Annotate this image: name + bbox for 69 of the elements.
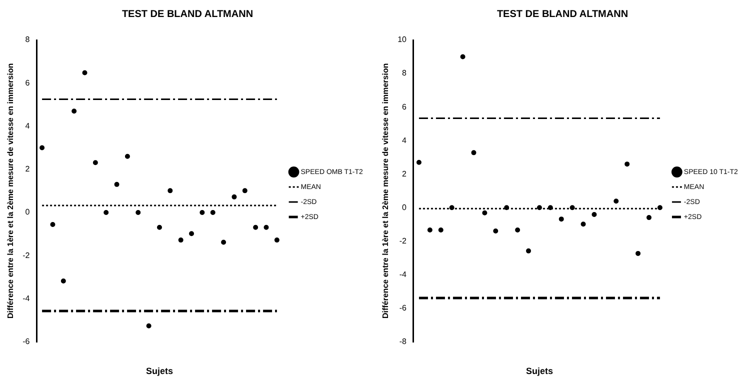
- point: [570, 205, 575, 210]
- point: [548, 205, 553, 210]
- point: [232, 194, 237, 200]
- point: [624, 162, 630, 167]
- point: [580, 222, 586, 227]
- point: [646, 215, 652, 220]
- point: [82, 70, 88, 76]
- point: [253, 224, 258, 230]
- point: [168, 188, 173, 194]
- point: [504, 205, 510, 210]
- point: [493, 228, 498, 234]
- point: [114, 182, 120, 187]
- point: [460, 54, 466, 60]
- y-tick-label: 6: [25, 78, 30, 88]
- point: [515, 227, 520, 232]
- point: [482, 210, 488, 216]
- point: [136, 210, 141, 215]
- point: [72, 108, 77, 114]
- y-axis-title: Différence entre la 1ère et la 2ème mesure de vitesse en immersion: [6, 63, 16, 319]
- point: [178, 238, 184, 243]
- point: [124, 154, 130, 159]
- point: [50, 222, 56, 228]
- point: [264, 224, 269, 230]
- point: [471, 150, 476, 156]
- point: [92, 160, 98, 166]
- point: [614, 198, 619, 204]
- y-tick-label: 2: [402, 169, 408, 178]
- y-tick-label: 6: [402, 102, 408, 112]
- point: [156, 224, 162, 230]
- chart-title: TEST DE BLAND ALTMANN: [496, 8, 628, 20]
- y-tick-label: 8: [25, 35, 30, 44]
- y-tick-label: 0: [402, 202, 408, 212]
- point: [200, 210, 205, 215]
- point: [416, 160, 422, 165]
- y-tick-label: 10: [398, 35, 408, 44]
- y-tick-label: -4: [22, 294, 30, 303]
- point: [449, 205, 454, 210]
- y-tick-label: 2: [25, 164, 30, 174]
- point: [558, 216, 564, 222]
- point: [242, 188, 248, 194]
- y-tick-label: 0: [25, 208, 30, 217]
- point: [60, 278, 66, 284]
- y-tick-label: 8: [402, 68, 408, 78]
- point: [221, 240, 226, 245]
- y-tick-label: -6: [22, 337, 30, 346]
- chart-title: TEST DE BLAND ALTMANN: [122, 8, 254, 20]
- point: [146, 323, 152, 328]
- y-tick-label: -2: [399, 236, 408, 246]
- point: [210, 210, 216, 215]
- y-axis-title: Différence entre la 1ère et la 2ème mesure de vitesse en immersion: [381, 63, 390, 319]
- y-tick-label: -4: [399, 270, 408, 279]
- y-tick-label: 4: [25, 121, 30, 130]
- point: [592, 212, 597, 218]
- y-tick-label: 4: [402, 136, 408, 145]
- point: [657, 205, 662, 210]
- y-tick-label: -2: [22, 250, 30, 260]
- point: [427, 227, 432, 232]
- x-axis-title: Sujets: [146, 366, 173, 376]
- point: [636, 250, 641, 256]
- y-tick-label: -8: [399, 337, 408, 346]
- point: [274, 238, 280, 243]
- point: [189, 231, 194, 236]
- x-axis-title: Sujets: [526, 366, 553, 376]
- point: [526, 248, 532, 254]
- point: [40, 145, 45, 150]
- point: [104, 210, 109, 215]
- point: [438, 227, 444, 232]
- point: [536, 205, 542, 210]
- y-tick-label: -6: [399, 303, 408, 312]
